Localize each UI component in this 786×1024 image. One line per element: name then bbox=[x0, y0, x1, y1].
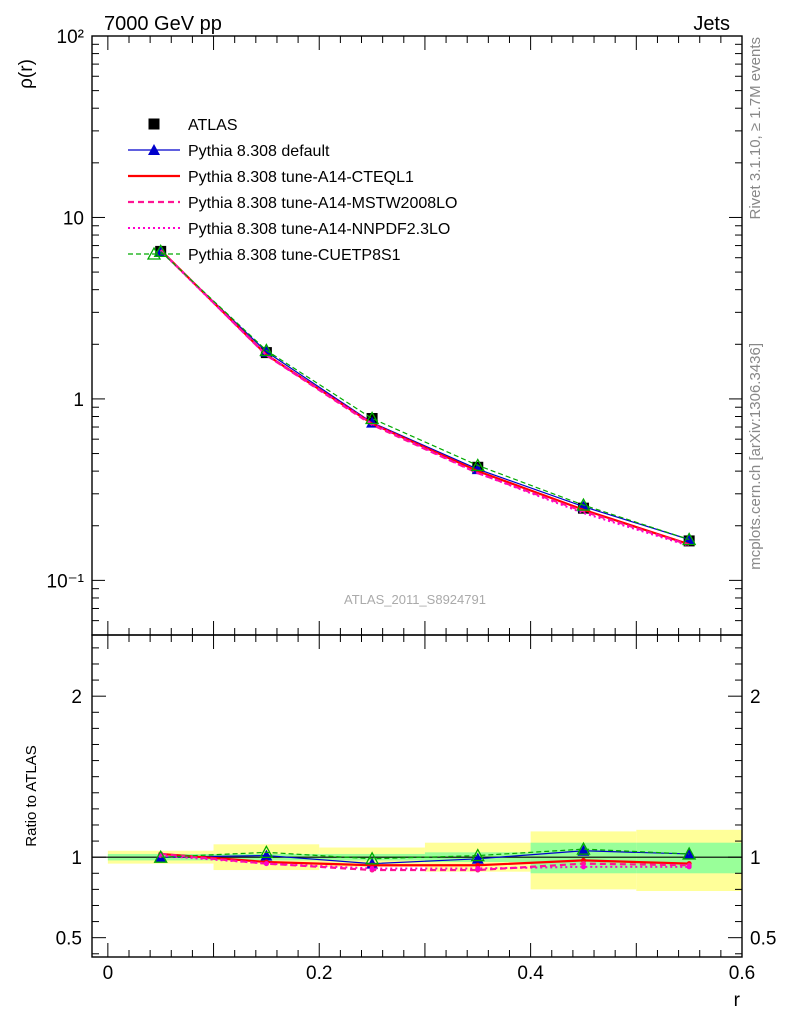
header-category: Jets bbox=[693, 13, 730, 35]
ratio-series-4-point-5 bbox=[682, 846, 697, 860]
ratio-frame bbox=[91, 634, 743, 958]
main-series-1-point-1 bbox=[260, 345, 273, 357]
main-y-tick-label: 10⁻¹ bbox=[47, 571, 85, 592]
ratio-series-3-point-1 bbox=[263, 861, 269, 867]
ratio-series-4-point-0 bbox=[153, 849, 168, 863]
legend-label-1: Pythia 8.308 default bbox=[188, 143, 330, 160]
legend-marker-5 bbox=[146, 246, 162, 260]
main-series-3-line bbox=[159, 249, 690, 546]
main-series-5-point-1 bbox=[259, 343, 274, 357]
ratio-y-tick-label-right: 1 bbox=[750, 848, 761, 869]
ratio-series-1-line bbox=[160, 852, 690, 867]
ratio-y-tick-label: 1 bbox=[71, 848, 82, 869]
legend-label-2: Pythia 8.308 tune-A14-CTEQL1 bbox=[188, 169, 414, 186]
header-process: 7000 GeV pp bbox=[104, 13, 222, 35]
ratio-series-4-point-4 bbox=[576, 841, 591, 855]
ratio-series-4-point-2 bbox=[364, 851, 380, 865]
legend: ATLAS Pythia 8.308 default Pythia 8.308 tu… bbox=[128, 117, 457, 264]
main-series-5-point-2 bbox=[364, 411, 380, 425]
legend-label-4: Pythia 8.308 tune-A14-NNPDF2.3LO bbox=[188, 221, 450, 238]
ratio-panel: 0.5 0.5 1 1 2 2 0 0.2 0.4 0.6 bbox=[56, 634, 776, 984]
ratio-y-tick-label: 2 bbox=[71, 687, 82, 708]
ratio-series-4-line bbox=[160, 848, 690, 860]
main-series-5-line bbox=[160, 250, 690, 541]
x-axis-label: r bbox=[734, 990, 741, 1011]
legend-label-0: ATLAS bbox=[188, 117, 238, 134]
ratio-y-tick-label: 0.5 bbox=[56, 929, 82, 950]
ratio-y-tick-label-right: 0.5 bbox=[750, 929, 776, 950]
rivet-version-label: Rivet 3.1.10, ≥ 1.7M events bbox=[747, 37, 764, 220]
ratio-series-2-line bbox=[160, 852, 690, 872]
ratio-series-4-point-3 bbox=[470, 848, 485, 862]
main-series-5-point-0 bbox=[153, 244, 168, 258]
main-y-tick-label: 10² bbox=[57, 27, 84, 48]
ratio-series-3-point-2 bbox=[369, 865, 375, 871]
main-series-5-point-4 bbox=[576, 497, 591, 511]
source-label: mcplots.cern.ch [arXiv:1306.3436] bbox=[747, 343, 764, 570]
analysis-watermark: ATLAS_2011_S8924791 bbox=[344, 592, 486, 607]
ratio-series-0-point-4 bbox=[577, 844, 590, 856]
x-tick-label: 0 bbox=[103, 963, 114, 984]
ratio-series-3-point-4 bbox=[580, 864, 586, 870]
legend-marker-1 bbox=[148, 144, 160, 155]
ratio-series-0-line bbox=[160, 850, 690, 865]
legend-marker-0 bbox=[148, 118, 160, 130]
ratio-y-tick-label-right: 2 bbox=[750, 687, 761, 708]
ratio-y-axis-label: Ratio to ATLAS bbox=[23, 745, 40, 846]
x-tick-label: 0.6 bbox=[729, 963, 755, 984]
main-y-tick-label: 1 bbox=[73, 390, 84, 411]
ratio-series-3-point-5 bbox=[686, 864, 692, 870]
x-tick-label: 0.4 bbox=[517, 963, 544, 984]
ratio-series-3-line bbox=[160, 854, 690, 870]
main-series-5-point-5 bbox=[682, 532, 697, 546]
x-tick-label: 0.2 bbox=[306, 963, 332, 984]
main-series-1-line bbox=[160, 250, 690, 541]
ratio-series-3-point-3 bbox=[475, 865, 481, 871]
legend-label-5: Pythia 8.308 tune-CUETP8S1 bbox=[188, 247, 401, 264]
ratio-series-4-point-1 bbox=[259, 844, 274, 858]
legend-label-3: Pythia 8.308 tune-A14-MSTW2008LO bbox=[188, 195, 457, 212]
main-y-tick-label: 10 bbox=[63, 208, 84, 229]
main-y-axis-label: ρ(r) bbox=[16, 59, 37, 89]
main-series-5-point-3 bbox=[470, 458, 485, 472]
